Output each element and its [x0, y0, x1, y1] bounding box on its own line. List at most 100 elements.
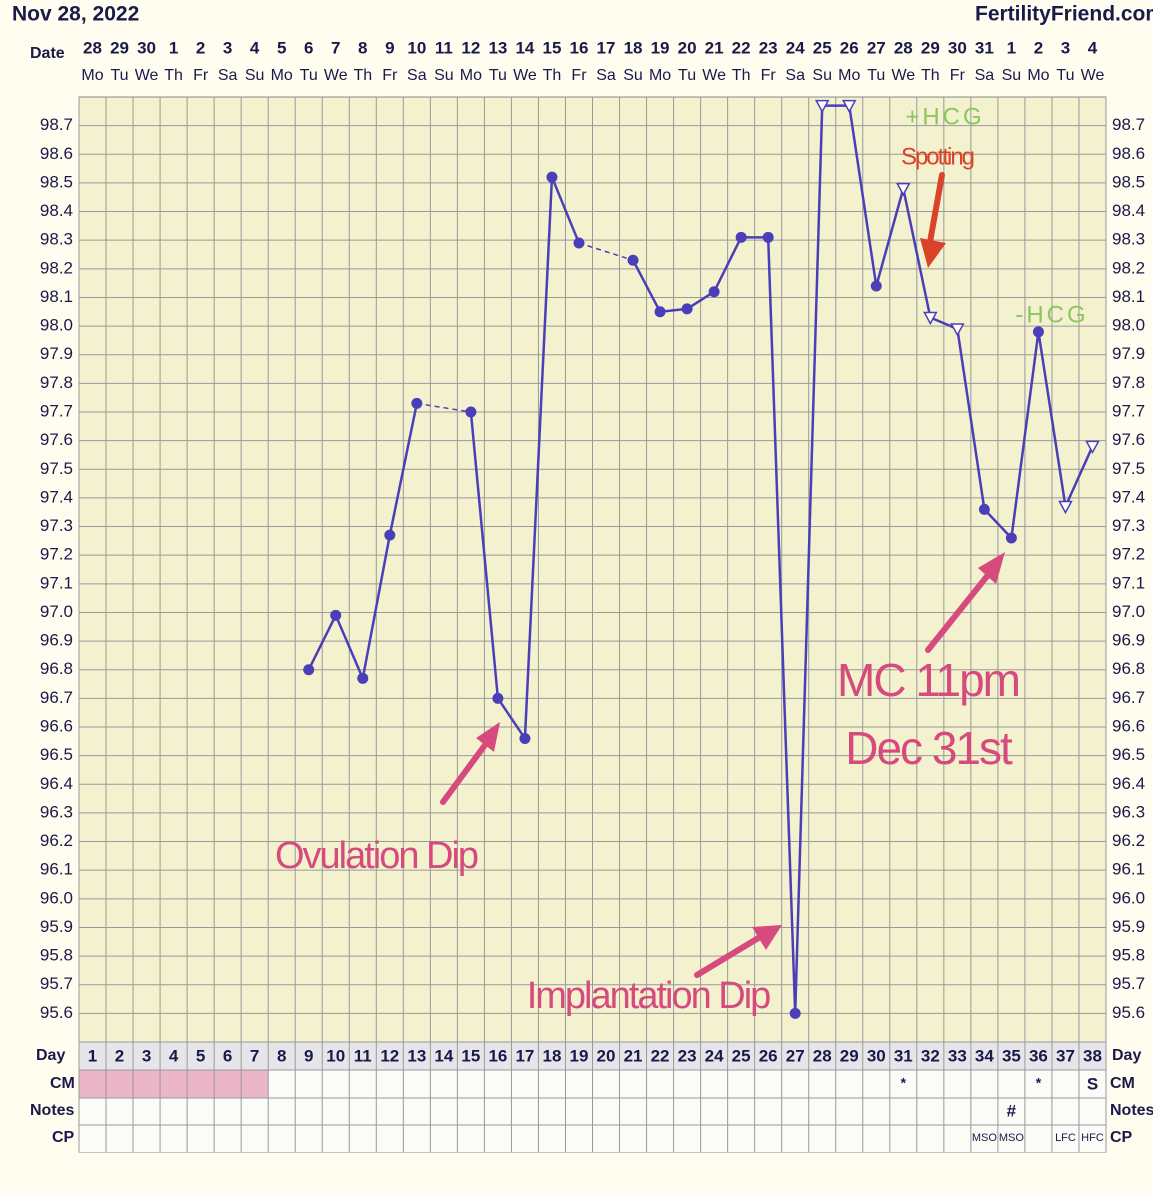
y-tick-label: 97.4 [1112, 487, 1145, 506]
day-label: 7 [250, 1046, 259, 1065]
notes-cell [916, 1098, 944, 1125]
date-label: 2 [196, 38, 205, 57]
date-label: 9 [385, 38, 394, 57]
y-tick-label: 96.0 [1112, 888, 1145, 907]
row-label: Notes [30, 1102, 75, 1119]
weekday-label: Mo [460, 67, 482, 84]
day-cell [1024, 1042, 1052, 1070]
y-tick-label: 98.3 [40, 230, 73, 249]
date-label: 5 [277, 38, 286, 57]
weekday-label: Su [434, 67, 454, 84]
day-label: 33 [948, 1046, 967, 1065]
day-label: 34 [975, 1046, 994, 1065]
cp-cell [349, 1125, 377, 1152]
y-tick-label: 96.1 [40, 860, 73, 879]
day-label: 27 [786, 1046, 805, 1065]
cm-cell [970, 1070, 998, 1098]
arrow [925, 572, 991, 653]
day-label: 15 [461, 1046, 480, 1065]
cp-entry: LFC [1055, 1132, 1076, 1144]
row-label: Day [1112, 1047, 1141, 1064]
day-label: 18 [542, 1046, 561, 1065]
day-label: 16 [488, 1046, 507, 1065]
notes-cell [754, 1098, 782, 1125]
day-label: 29 [840, 1046, 859, 1065]
cm-cell [700, 1070, 728, 1098]
notes-cell [700, 1098, 728, 1125]
cm-cell [592, 1070, 620, 1098]
day-cell [79, 1042, 107, 1070]
site-name: FertilityFriend.com [975, 3, 1153, 26]
notes-entry: # [1007, 1101, 1017, 1120]
arrow-head [476, 722, 500, 752]
y-tick-label: 98.7 [40, 115, 73, 134]
notes-cell [511, 1098, 539, 1125]
cp-cell [592, 1125, 620, 1152]
day-label: 14 [434, 1046, 453, 1065]
cm-cell [727, 1070, 755, 1098]
day-label: 4 [169, 1046, 179, 1065]
date-label: 2 [1034, 38, 1043, 57]
date-label: 29 [921, 38, 940, 57]
y-tick-label: 96.8 [40, 659, 73, 678]
day-cell [322, 1042, 350, 1070]
cp-cell [835, 1125, 863, 1152]
cp-cell [214, 1125, 242, 1152]
cm-entry: S [1087, 1074, 1098, 1093]
notes-cell [79, 1098, 107, 1125]
notes-cell [1024, 1098, 1052, 1125]
cm-cell [565, 1070, 593, 1098]
plot [303, 99, 1100, 1019]
y-tick-label: 98.6 [1112, 144, 1145, 163]
y-tick-label: 97.5 [1112, 459, 1145, 478]
cm-cell [511, 1070, 539, 1098]
cp-cell [268, 1125, 296, 1152]
weekday-label: Su [812, 67, 832, 84]
day-label: 24 [705, 1046, 724, 1065]
y-tick-label: 95.8 [1112, 946, 1145, 965]
day-cell [160, 1042, 188, 1070]
cp-cell [754, 1125, 782, 1152]
date-label: 23 [759, 38, 778, 57]
day-cell [349, 1042, 377, 1070]
y-tick-label: 96.4 [40, 774, 73, 793]
cp-cell [700, 1125, 728, 1152]
weekday-label: Th [164, 67, 183, 84]
row-label: Day [36, 1047, 65, 1064]
y-tick-label: 97.6 [40, 430, 73, 449]
day-cell [457, 1042, 485, 1070]
y-tick-label: 95.8 [40, 946, 73, 965]
weekday-label: Th [353, 67, 372, 84]
y-tick-label: 96.7 [40, 688, 73, 707]
cp-cell [970, 1125, 998, 1152]
day-cell [376, 1042, 404, 1070]
date-label: 12 [461, 38, 480, 57]
cp-cell [619, 1125, 647, 1152]
day-label: 3 [142, 1046, 151, 1065]
point [896, 182, 911, 197]
y-tick-label: 97.9 [1112, 344, 1145, 363]
weekday-label: Th [921, 67, 940, 84]
cp-cell [376, 1125, 404, 1152]
weekday-label: We [891, 67, 915, 84]
day-label: 23 [678, 1046, 697, 1065]
cm-cell [862, 1070, 890, 1098]
cp-cell [1024, 1125, 1052, 1152]
point [762, 231, 774, 243]
y-tick-label: 97.3 [40, 516, 73, 535]
cp-cell [511, 1125, 539, 1152]
cm-cell [214, 1070, 242, 1098]
weekday-label: Tu [678, 67, 696, 84]
weekday-label: Mo [1027, 67, 1049, 84]
day-label: 35 [1002, 1046, 1021, 1065]
notes-cell [295, 1098, 323, 1125]
day-cell [295, 1042, 323, 1070]
cm-cell [484, 1070, 512, 1098]
day-cell [808, 1042, 836, 1070]
weekday-label: Sa [218, 67, 238, 84]
row-label: CM [1110, 1075, 1135, 1092]
date-label: 1 [1007, 38, 1016, 57]
y-tick-label: 96.0 [40, 888, 73, 907]
day-cell [214, 1042, 242, 1070]
day-label: 12 [380, 1046, 399, 1065]
